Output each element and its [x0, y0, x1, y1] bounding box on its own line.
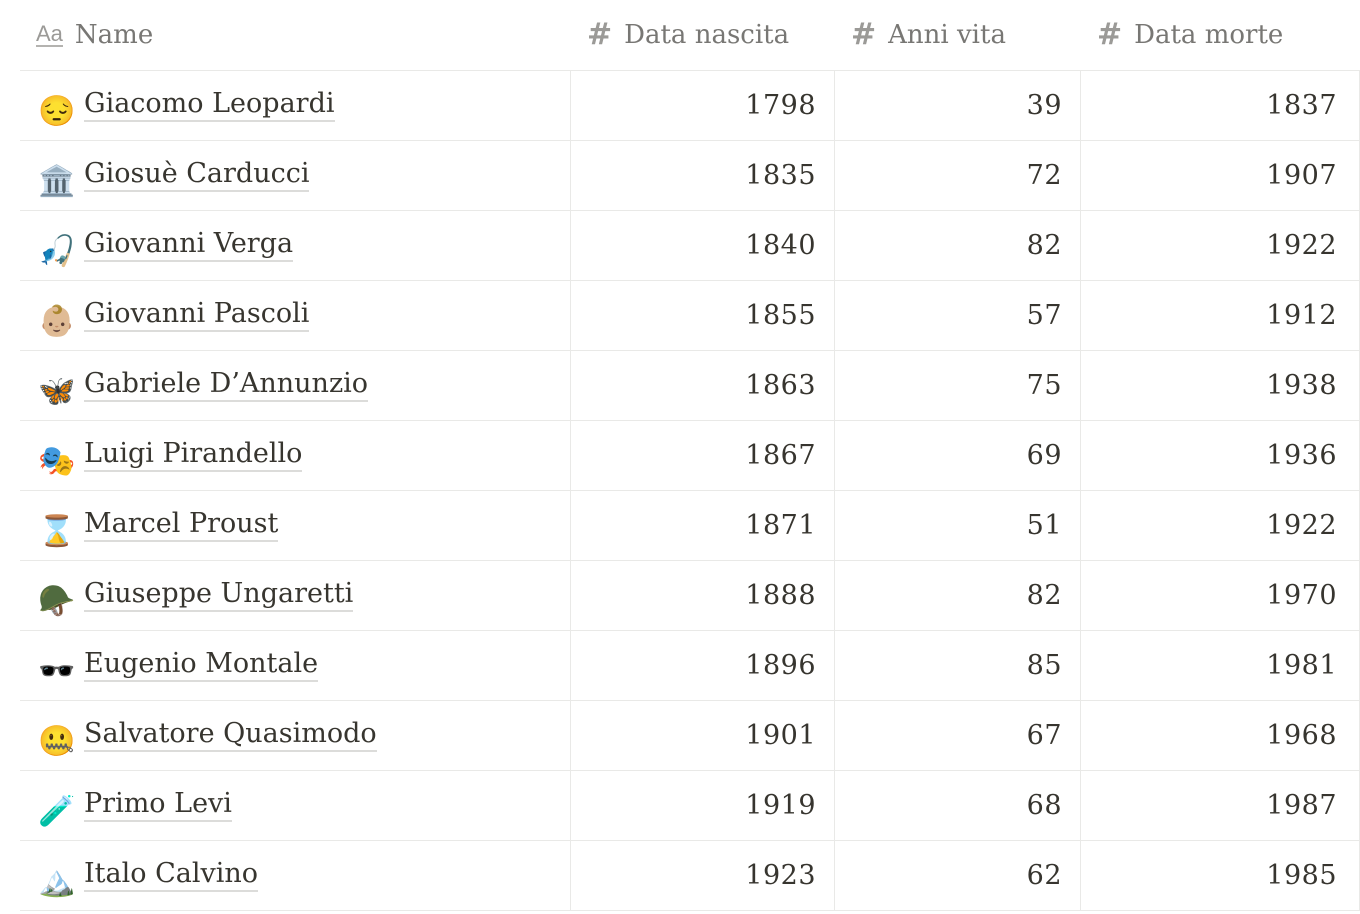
- cell-data-nascita[interactable]: 1855: [571, 281, 835, 350]
- cell-anni-vita[interactable]: 57: [835, 281, 1081, 350]
- cell-name[interactable]: 🎭 Luigi Pirandello: [20, 421, 571, 490]
- cell-data-morte[interactable]: 1922: [1081, 211, 1360, 280]
- cell-data-morte[interactable]: 1985: [1081, 841, 1360, 910]
- cell-data-nascita[interactable]: 1919: [571, 771, 835, 840]
- cell-anni-vita[interactable]: 67: [835, 701, 1081, 770]
- table-row[interactable]: 🪖 Giuseppe Ungaretti 1888 82 1970: [20, 561, 1360, 631]
- butterfly-icon: 🦋: [38, 373, 76, 409]
- page-link[interactable]: Gabriele D’Annunzio: [84, 369, 369, 402]
- cell-name[interactable]: 🦋 Gabriele D’Annunzio: [20, 351, 571, 420]
- table-row[interactable]: 🕶️ Eugenio Montale 1896 85 1981: [20, 631, 1360, 701]
- cell-data-morte[interactable]: 1987: [1081, 771, 1360, 840]
- column-header-anni-vita[interactable]: # Anni vita: [835, 0, 1081, 70]
- cell-data-nascita[interactable]: 1888: [571, 561, 835, 630]
- cell-anni-vita[interactable]: 51: [835, 491, 1081, 560]
- column-header-label: Anni vita: [888, 20, 1006, 50]
- page-link[interactable]: Giosuè Carducci: [84, 159, 310, 192]
- cell-anni-vita[interactable]: 75: [835, 351, 1081, 420]
- cell-anni-vita[interactable]: 69: [835, 421, 1081, 490]
- column-header-name[interactable]: Aa Name: [20, 0, 571, 70]
- column-header-label: Data nascita: [624, 20, 790, 50]
- table-row[interactable]: ⌛ Marcel Proust 1871 51 1922: [20, 491, 1360, 561]
- cell-data-morte[interactable]: 1907: [1081, 141, 1360, 210]
- cell-data-morte[interactable]: 1936: [1081, 421, 1360, 490]
- mountain-icon: 🏔️: [38, 863, 76, 899]
- cell-data-morte[interactable]: 1981: [1081, 631, 1360, 700]
- cell-anni-vita[interactable]: 39: [835, 71, 1081, 140]
- cell-name[interactable]: 😔 Giacomo Leopardi: [20, 71, 571, 140]
- cell-name[interactable]: 🤐 Salvatore Quasimodo: [20, 701, 571, 770]
- cell-name[interactable]: 🎣 Giovanni Verga: [20, 211, 571, 280]
- cell-anni-vita[interactable]: 82: [835, 211, 1081, 280]
- page-link[interactable]: Giacomo Leopardi: [84, 89, 335, 122]
- classical-building-icon: 🏛️: [38, 163, 76, 199]
- column-header-data-morte[interactable]: # Data morte: [1081, 0, 1360, 70]
- pensive-face-icon: 😔: [38, 93, 76, 129]
- cell-data-nascita[interactable]: 1798: [571, 71, 835, 140]
- cell-name[interactable]: ⌛ Marcel Proust: [20, 491, 571, 560]
- baby-icon: 👶🏼: [38, 303, 76, 339]
- table-row[interactable]: 👶🏼 Giovanni Pascoli 1855 57 1912: [20, 281, 1360, 351]
- hourglass-icon: ⌛: [38, 513, 76, 549]
- column-header-data-nascita[interactable]: # Data nascita: [571, 0, 835, 70]
- table-row[interactable]: 🤐 Salvatore Quasimodo 1901 67 1968: [20, 701, 1360, 771]
- cell-data-nascita[interactable]: 1835: [571, 141, 835, 210]
- cell-anni-vita[interactable]: 68: [835, 771, 1081, 840]
- page-link[interactable]: Eugenio Montale: [84, 649, 319, 682]
- table-body: 😔 Giacomo Leopardi 1798 39 1837 🏛️ Giosuè Card…: [20, 71, 1360, 911]
- cell-data-morte[interactable]: 1938: [1081, 351, 1360, 420]
- cell-name[interactable]: 🕶️ Eugenio Montale: [20, 631, 571, 700]
- fishing-pole-icon: 🎣: [38, 233, 76, 269]
- cell-name[interactable]: 🏛️ Giosuè Carducci: [20, 141, 571, 210]
- table-header: Aa Name # Data nascita # Anni vita # Dat…: [20, 0, 1360, 71]
- page-link[interactable]: Salvatore Quasimodo: [84, 719, 377, 752]
- number-icon: #: [1097, 17, 1123, 52]
- performing-arts-icon: 🎭: [38, 443, 76, 479]
- number-icon: #: [587, 17, 613, 52]
- cell-data-morte[interactable]: 1837: [1081, 71, 1360, 140]
- cell-data-nascita[interactable]: 1871: [571, 491, 835, 560]
- sunglasses-icon: 🕶️: [38, 653, 76, 689]
- column-header-label: Name: [74, 20, 154, 50]
- cell-anni-vita[interactable]: 82: [835, 561, 1081, 630]
- database-table: Aa Name # Data nascita # Anni vita # Dat…: [20, 0, 1360, 911]
- cell-name[interactable]: 👶🏼 Giovanni Pascoli: [20, 281, 571, 350]
- cell-anni-vita[interactable]: 62: [835, 841, 1081, 910]
- table-row[interactable]: 🧪 Primo Levi 1919 68 1987: [20, 771, 1360, 841]
- cell-data-morte[interactable]: 1912: [1081, 281, 1360, 350]
- cell-name[interactable]: 🧪 Primo Levi: [20, 771, 571, 840]
- table-row[interactable]: 😔 Giacomo Leopardi 1798 39 1837: [20, 71, 1360, 141]
- page-link[interactable]: Giuseppe Ungaretti: [84, 579, 354, 612]
- cell-name[interactable]: 🏔️ Italo Calvino: [20, 841, 571, 910]
- table-row[interactable]: 🦋 Gabriele D’Annunzio 1863 75 1938: [20, 351, 1360, 421]
- table-row[interactable]: 🏛️ Giosuè Carducci 1835 72 1907: [20, 141, 1360, 211]
- number-icon: #: [851, 17, 877, 52]
- column-header-label: Data morte: [1134, 20, 1284, 50]
- cell-data-morte[interactable]: 1968: [1081, 701, 1360, 770]
- table-row[interactable]: 🎣 Giovanni Verga 1840 82 1922: [20, 211, 1360, 281]
- cell-anni-vita[interactable]: 72: [835, 141, 1081, 210]
- cell-data-nascita[interactable]: 1840: [571, 211, 835, 280]
- table-row[interactable]: 🎭 Luigi Pirandello 1867 69 1936: [20, 421, 1360, 491]
- cell-data-morte[interactable]: 1922: [1081, 491, 1360, 560]
- page-link[interactable]: Giovanni Pascoli: [84, 299, 310, 332]
- page-link[interactable]: Luigi Pirandello: [84, 439, 303, 472]
- cell-data-nascita[interactable]: 1896: [571, 631, 835, 700]
- cell-data-nascita[interactable]: 1923: [571, 841, 835, 910]
- cell-data-morte[interactable]: 1970: [1081, 561, 1360, 630]
- page-link[interactable]: Italo Calvino: [84, 859, 259, 892]
- cell-data-nascita[interactable]: 1867: [571, 421, 835, 490]
- page-link[interactable]: Giovanni Verga: [84, 229, 294, 262]
- cell-anni-vita[interactable]: 85: [835, 631, 1081, 700]
- page-link[interactable]: Marcel Proust: [84, 509, 279, 542]
- table-row[interactable]: 🏔️ Italo Calvino 1923 62 1985: [20, 841, 1360, 911]
- cell-data-nascita[interactable]: 1901: [571, 701, 835, 770]
- page-link[interactable]: Primo Levi: [84, 789, 232, 822]
- military-helmet-icon: 🪖: [38, 583, 76, 619]
- text-type-icon: Aa: [36, 20, 63, 47]
- test-tube-icon: 🧪: [38, 793, 76, 829]
- cell-name[interactable]: 🪖 Giuseppe Ungaretti: [20, 561, 571, 630]
- cell-data-nascita[interactable]: 1863: [571, 351, 835, 420]
- zipper-mouth-face-icon: 🤐: [38, 723, 76, 759]
